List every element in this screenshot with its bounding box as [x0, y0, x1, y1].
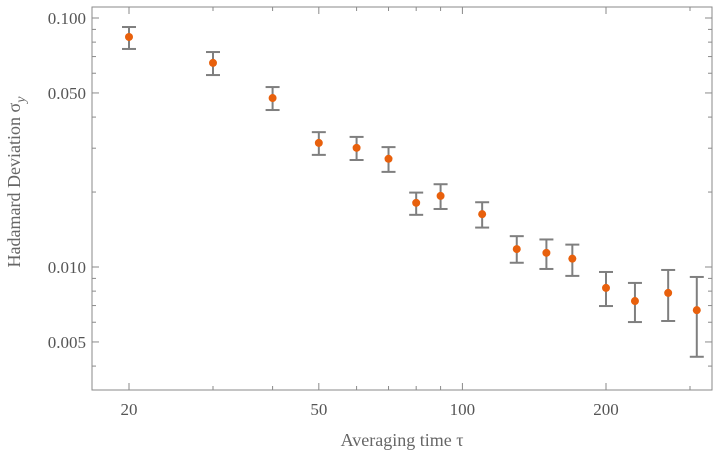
- data-point: [542, 248, 551, 257]
- data-point: [314, 138, 323, 147]
- y-tick-label: 0.005: [48, 333, 86, 352]
- y-axis-label-subscript: y: [14, 96, 29, 105]
- data-point: [478, 210, 487, 219]
- y-tick-label: 0.010: [48, 258, 86, 277]
- data-point: [384, 154, 393, 163]
- x-tick-label: 50: [310, 400, 327, 419]
- y-axis-label: Hadamard Deviation σy: [4, 96, 29, 268]
- x-tick-label: 20: [121, 400, 138, 419]
- x-axis-label: Averaging time τ: [341, 430, 464, 450]
- data-point: [208, 58, 217, 67]
- x-tick-label: 100: [450, 400, 476, 419]
- data-point: [125, 32, 133, 41]
- data-point: [664, 288, 673, 297]
- plot-frame: [91, 6, 713, 391]
- data-point: [692, 306, 701, 315]
- y-tick-label: 0.100: [48, 9, 86, 28]
- data-point: [268, 94, 277, 103]
- x-tick-label: 200: [593, 400, 619, 419]
- data-point: [602, 283, 610, 292]
- data-point: [436, 191, 445, 200]
- data-point: [352, 143, 361, 152]
- data-point: [412, 198, 421, 207]
- y-axis-label-main: Hadamard Deviation σ: [4, 102, 24, 267]
- data-point: [512, 245, 521, 254]
- data-point: [568, 254, 577, 263]
- data-point: [630, 297, 639, 306]
- y-tick-label: 0.050: [48, 84, 86, 103]
